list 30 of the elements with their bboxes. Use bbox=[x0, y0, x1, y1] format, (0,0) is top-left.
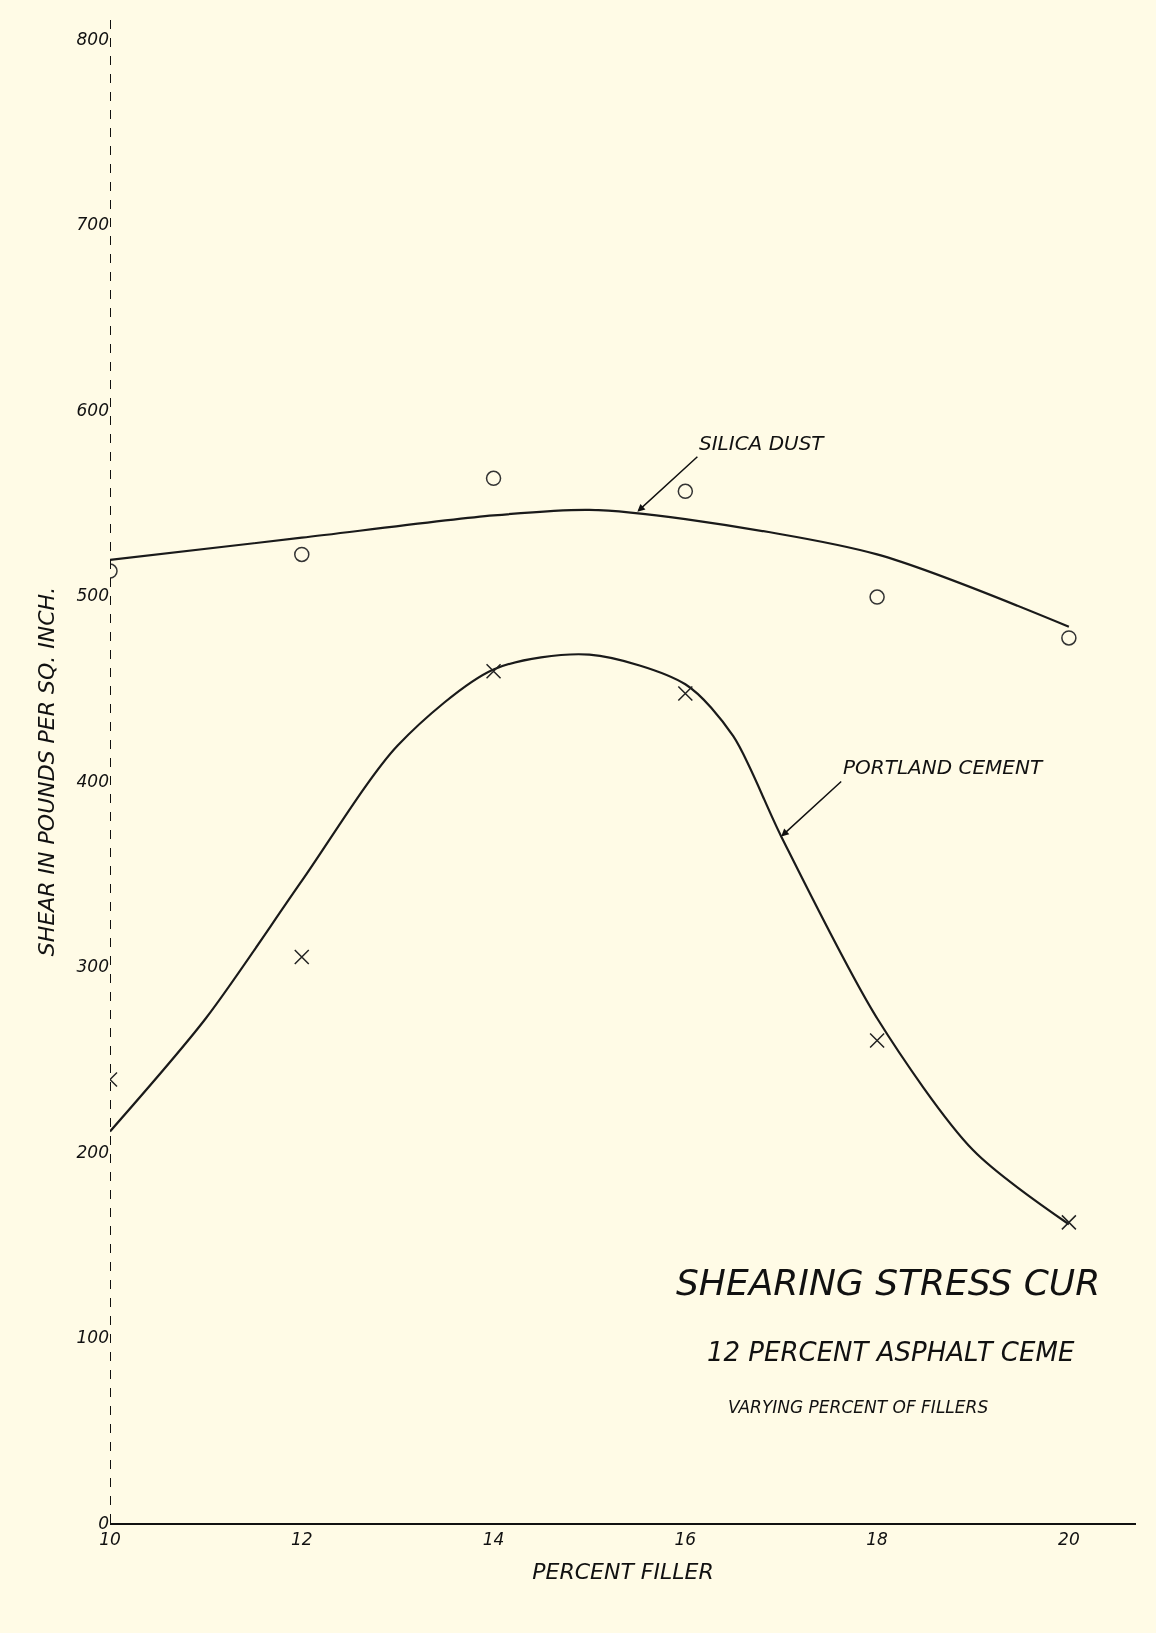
point bbox=[869, 589, 885, 605]
point bbox=[677, 483, 694, 500]
point bbox=[485, 470, 502, 487]
point bbox=[1061, 1214, 1077, 1231]
y-tick-label: 100 bbox=[76, 1327, 109, 1348]
y-axis-title: SHEAR IN POUNDS PER SQ. INCH. bbox=[34, 586, 60, 957]
y-tick-label: 700 bbox=[76, 214, 109, 235]
x-tick-label: 20 bbox=[1058, 1529, 1080, 1550]
x-tick-label: 12 bbox=[290, 1529, 313, 1550]
y-tick-label: 600 bbox=[76, 399, 109, 420]
annotation: PORTLAND CEMENT bbox=[843, 755, 1044, 779]
annotation: SILICA DUST bbox=[699, 431, 826, 455]
x-tick-label: 14 bbox=[482, 1529, 505, 1550]
text: SHEARING STRESS CUR bbox=[676, 1262, 1101, 1303]
x-axis-title: PERCENT FILLER bbox=[532, 1558, 714, 1584]
y-tick-label: 400 bbox=[76, 770, 109, 791]
point bbox=[869, 1032, 885, 1049]
y-tick-label: 200 bbox=[76, 1141, 109, 1162]
x-tick-label: 16 bbox=[674, 1529, 697, 1550]
point bbox=[677, 685, 694, 702]
text: 12 PERCENT ASPHALT CEME bbox=[707, 1337, 1075, 1367]
y-tick-label: 800 bbox=[76, 28, 109, 49]
x-tick-label: 18 bbox=[866, 1529, 889, 1550]
y-tick-label: 500 bbox=[76, 585, 109, 606]
annotation: VARYING PERCENT OF FILLERS bbox=[728, 1397, 989, 1417]
point bbox=[485, 663, 502, 680]
y-tick-label: 300 bbox=[76, 956, 109, 977]
point bbox=[1061, 630, 1077, 646]
point bbox=[294, 949, 310, 965]
point bbox=[294, 546, 310, 563]
